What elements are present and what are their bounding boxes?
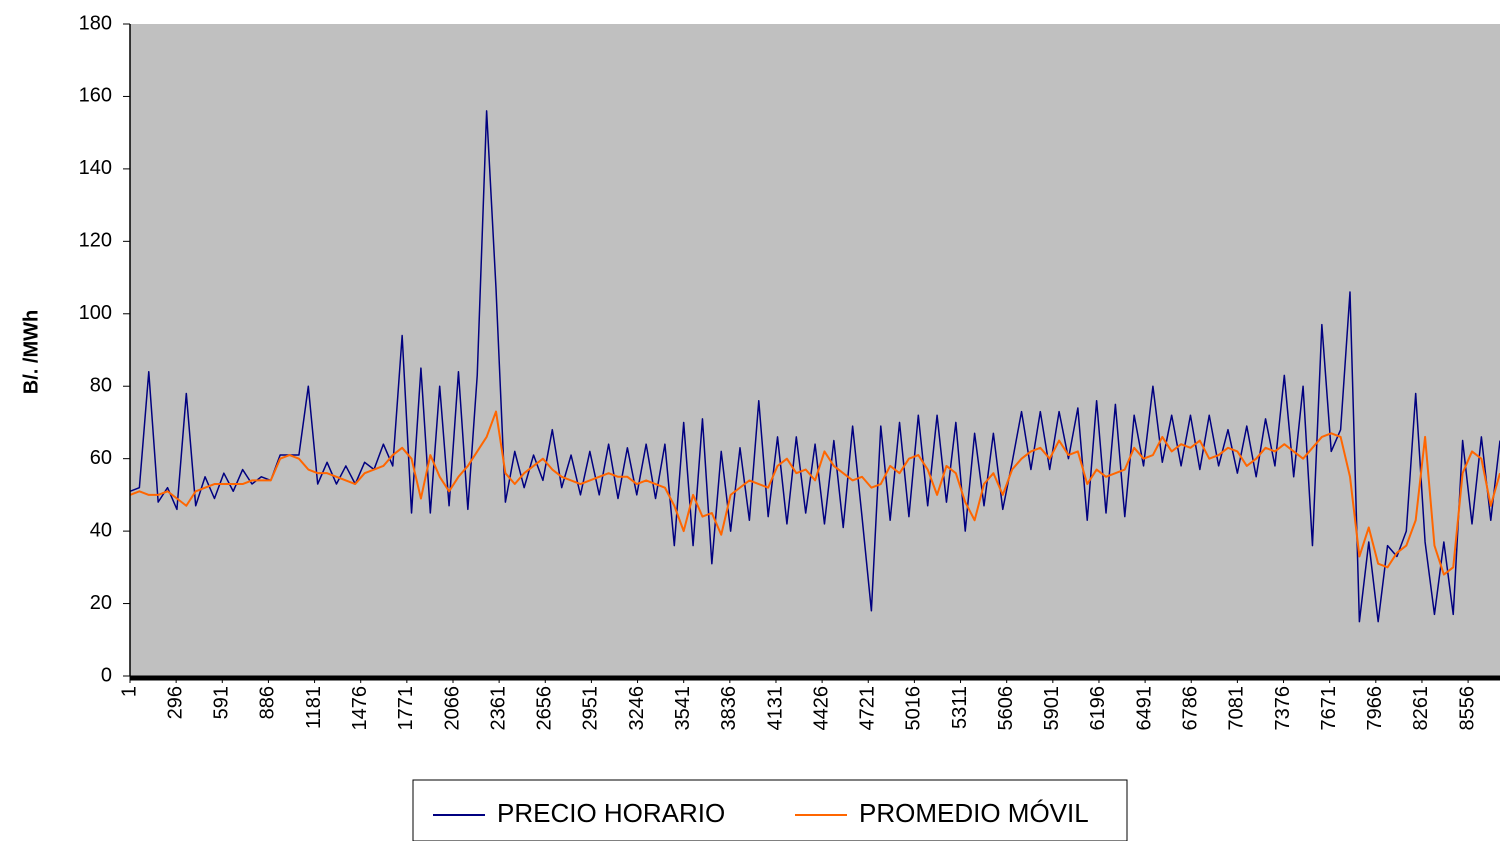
y-tick-label: 80 [90,375,112,397]
x-tick-label: 4721 [857,686,879,731]
x-tick-label: 1 [118,686,140,697]
x-tick-label: 4426 [810,686,832,731]
plot-area [130,24,1500,676]
x-tick-label: 886 [257,686,279,719]
y-tick-label: 60 [90,447,112,469]
x-tick-label: 5016 [903,686,925,731]
x-tick-label: 296 [164,686,186,719]
x-tick-label: 6491 [1133,686,1155,731]
x-tick-label: 5901 [1041,686,1063,731]
y-tick-label: 20 [90,592,112,614]
x-tick-label: 2361 [487,686,509,731]
x-tick-label: 7081 [1226,686,1248,731]
x-tick-label: 4131 [764,686,786,731]
legend-label: PRECIO HORARIO [497,798,725,828]
x-tick-label: 7376 [1272,686,1294,731]
x-tick-label: 3836 [718,686,740,731]
x-tick-label: 6196 [1087,686,1109,731]
legend [412,779,1128,841]
x-tick-label: 8556 [1456,686,1478,731]
y-tick-label: 140 [79,157,112,179]
x-tick-label: 591 [211,686,233,719]
x-tick-label: 3246 [626,686,648,731]
y-tick-label: 120 [79,230,112,252]
x-tick-label: 2951 [580,686,602,731]
x-tick-label: 5311 [949,686,971,729]
y-tick-label: 40 [90,519,112,541]
series-line [129,410,1500,576]
x-tick-label: 2656 [534,686,556,731]
y-tick-label: 180 [79,12,112,34]
x-tick-label: 3541 [672,686,694,731]
x-tick-label: 5606 [995,686,1017,731]
x-tick-label: 7671 [1318,686,1340,731]
x-tick-label: 8261 [1410,686,1432,731]
x-tick-label: 1771 [395,686,417,731]
legend-label: PROMEDIO MÓVIL [859,798,1089,828]
y-tick-label: 160 [79,85,112,107]
x-tick-label: 6786 [1180,686,1202,731]
y-tick-label: 0 [101,664,112,686]
x-tick-label: 1181 [303,686,325,729]
y-axis-label: B/. /MWh [20,310,42,394]
x-tick-label: 7966 [1364,686,1386,731]
x-tick-label: 1476 [349,686,371,731]
x-tick-label: 2066 [441,686,463,731]
y-tick-label: 100 [79,302,112,324]
